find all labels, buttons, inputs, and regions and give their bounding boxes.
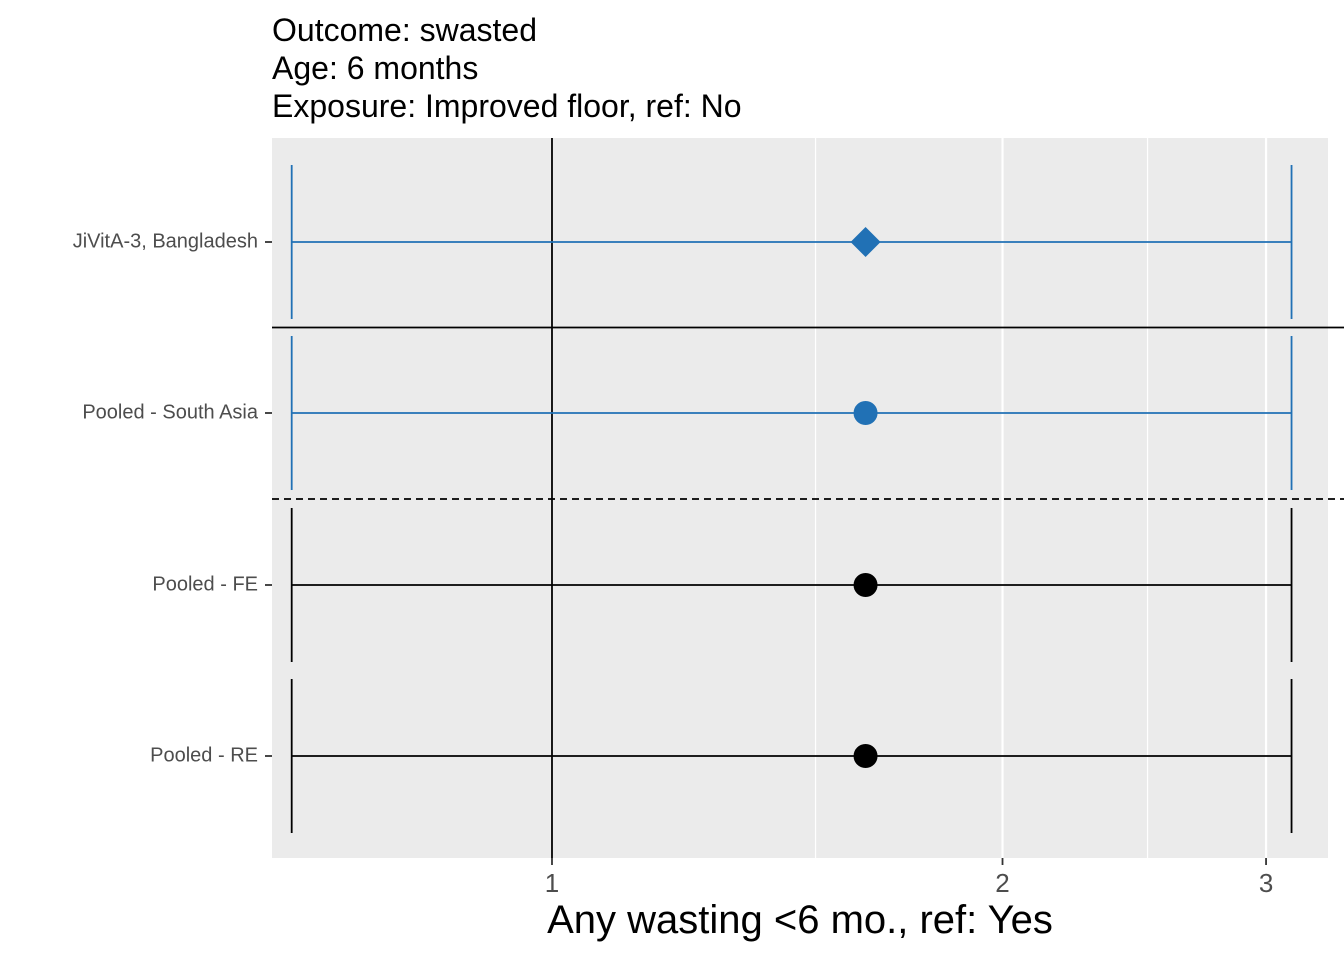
- row-label-pooled-fe: Pooled - FE: [152, 573, 258, 596]
- x-tick-label: 3: [1258, 868, 1274, 898]
- estimate-marks: [290, 165, 1293, 833]
- group-separators: [272, 326, 1344, 500]
- x-axis-label: Any wasting <6 mo., ref: Yes: [547, 898, 1053, 942]
- title-line-1: Outcome: swasted: [272, 12, 537, 48]
- title-line-3: Exposure: Improved floor, ref: No: [272, 88, 742, 124]
- axis-ticks: [265, 241, 1267, 865]
- row-label-pooled-re: Pooled - RE: [150, 744, 258, 767]
- estimate-point: [853, 744, 878, 768]
- estimate-point: [853, 401, 878, 425]
- estimate-diamond: [850, 227, 881, 257]
- plot-panel: [272, 138, 1328, 858]
- x-tick-label: 1: [544, 868, 560, 898]
- x-tick-label: 2: [995, 868, 1010, 898]
- row-label-pooled-south-asia: Pooled - South Asia: [82, 401, 258, 424]
- title-line-2: Age: 6 months: [272, 50, 479, 86]
- estimate-point: [853, 573, 878, 597]
- row-label-jivita: JiVitA-3, Bangladesh: [72, 230, 258, 253]
